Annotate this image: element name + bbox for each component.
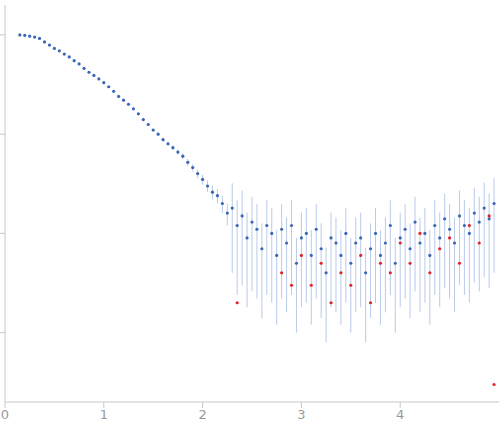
svg-text:3: 3 bbox=[297, 407, 305, 422]
svg-text:0: 0 bbox=[8, 407, 9, 422]
svg-text:4: 4 bbox=[396, 407, 404, 422]
svg-text:2: 2 bbox=[198, 407, 206, 422]
svg-text:1: 1 bbox=[100, 407, 108, 422]
